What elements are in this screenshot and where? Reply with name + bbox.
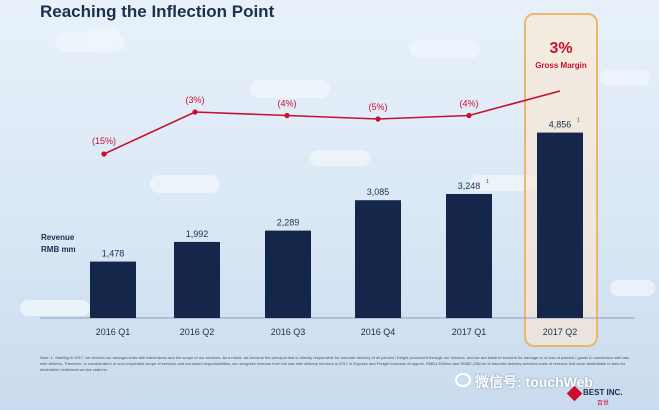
gross-margin-label: (15%): [92, 136, 116, 146]
gross-margin-value: 3%: [549, 40, 573, 57]
background-cloud: [20, 300, 90, 316]
gross-margin-point: [284, 112, 290, 119]
bar-value-label: 4,856: [549, 120, 572, 130]
revenue-label-line1: Revenue: [41, 233, 75, 242]
gross-margin-label: (3%): [185, 95, 204, 105]
gross-margin-label: (4%): [277, 99, 296, 109]
gross-margin-label: (5%): [368, 102, 387, 112]
bar-value-label: 3,085: [367, 187, 390, 197]
footnote: Note: 1. Starting in 2017, we revised ou…: [40, 355, 630, 372]
gross-margin-point: [101, 151, 107, 157]
category-label: 2016 Q4: [361, 327, 396, 337]
bar-2017-q1: [446, 193, 492, 318]
revenue-label-line2: RMB mm: [41, 245, 76, 254]
bar-value-label: 1,478: [102, 249, 125, 259]
background-cloud: [85, 27, 121, 49]
background-cloud: [250, 80, 330, 98]
gross-margin-point: [375, 116, 381, 122]
background-cloud: [610, 280, 655, 296]
revenue-axis-label: Revenue RMB mm: [41, 232, 76, 256]
bar-2016-q3: [265, 230, 311, 318]
category-label: 2017 Q1: [452, 327, 487, 337]
bar-value-label: 3,248: [458, 181, 481, 191]
background-cloud: [150, 175, 220, 193]
footnote-mark: 1: [486, 179, 489, 185]
background-cloud: [600, 70, 650, 86]
bar-2016-q4: [355, 200, 401, 318]
background-cloud: [310, 150, 370, 166]
page-title: Reaching the Inflection Point: [40, 2, 275, 21]
footnote-mark: 1: [577, 118, 580, 124]
bar-2016-q2: [174, 241, 220, 318]
company-logo-sub: 百世: [597, 401, 610, 407]
gross-margin-point: [192, 109, 198, 115]
background-cloud: [470, 175, 540, 191]
watermark: 微信号: touchWeb: [475, 374, 593, 390]
category-label: 2016 Q1: [96, 327, 131, 337]
background-cloud: [410, 40, 480, 58]
gross-margin-point: [466, 112, 472, 119]
bar-2017-q2: [537, 132, 583, 318]
category-label: 2016 Q2: [180, 327, 215, 337]
wechat-icon: [455, 373, 471, 387]
category-label: 2016 Q3: [271, 327, 306, 337]
gross-margin-line: [103, 90, 561, 155]
category-label: 2017 Q2: [543, 327, 578, 337]
company-logo: BEST INC.: [583, 388, 623, 397]
bar-value-label: 1,992: [186, 229, 209, 239]
gross-margin-label: (4%): [459, 99, 478, 109]
bar-value-label: 2,289: [277, 218, 300, 228]
gross-margin-label: Gross Margin: [535, 61, 587, 70]
bar-2016-q1: [90, 261, 136, 318]
